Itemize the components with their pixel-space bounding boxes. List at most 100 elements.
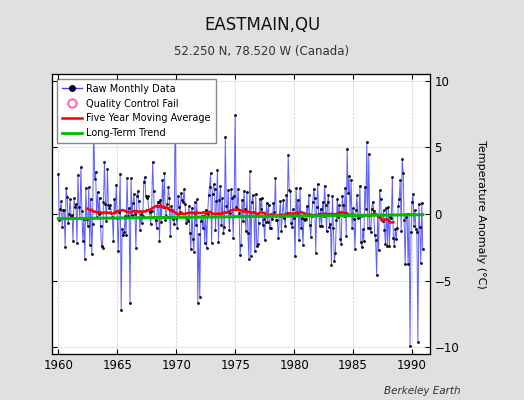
Point <box>418 200 426 206</box>
Point <box>289 206 297 212</box>
Point <box>171 100 179 106</box>
Point <box>322 228 331 234</box>
Point <box>131 211 139 217</box>
Point <box>318 223 326 229</box>
Point <box>66 196 74 202</box>
Point <box>81 256 89 262</box>
Point <box>311 195 319 201</box>
Point <box>419 246 427 252</box>
Point <box>230 193 238 199</box>
Point <box>120 229 128 236</box>
Point <box>303 203 311 209</box>
Point <box>147 208 156 214</box>
Point <box>255 220 263 226</box>
Point <box>299 242 307 248</box>
Point <box>156 196 165 203</box>
Point <box>314 211 323 217</box>
Point <box>309 199 317 205</box>
Point <box>359 238 368 244</box>
Point <box>91 176 99 182</box>
Point <box>239 218 247 224</box>
Point <box>381 241 390 247</box>
Point <box>124 213 132 219</box>
Point <box>417 259 425 266</box>
Point <box>224 186 233 193</box>
Point <box>329 225 337 231</box>
Point <box>324 192 333 198</box>
Point <box>395 196 403 202</box>
Point <box>90 114 98 120</box>
Point <box>361 184 369 190</box>
Point <box>129 200 137 206</box>
Point <box>295 237 303 244</box>
Point <box>58 224 67 230</box>
Point <box>71 204 79 210</box>
Point <box>301 217 309 224</box>
Point <box>189 235 197 242</box>
Point <box>187 246 195 252</box>
Point <box>256 195 264 202</box>
Point <box>184 218 192 224</box>
Point <box>148 158 157 165</box>
Point <box>168 206 177 213</box>
Point <box>236 252 244 258</box>
Point <box>117 307 125 313</box>
Point <box>294 196 302 203</box>
Point <box>107 210 116 216</box>
Point <box>272 217 281 223</box>
Point <box>106 202 115 208</box>
Point <box>359 226 367 232</box>
Point <box>103 166 112 172</box>
Point <box>274 234 282 241</box>
Point <box>62 185 70 192</box>
Point <box>348 225 356 231</box>
Point <box>237 241 245 248</box>
Point <box>260 236 269 243</box>
Point <box>167 203 176 209</box>
Point <box>246 168 254 174</box>
Point <box>69 238 77 244</box>
Point <box>164 184 172 191</box>
Point <box>229 235 237 242</box>
Point <box>114 248 123 254</box>
Point <box>390 242 399 249</box>
Point <box>414 339 422 345</box>
Point <box>261 219 270 225</box>
Point <box>296 185 304 191</box>
Point <box>310 186 318 192</box>
Point <box>177 190 185 196</box>
Point <box>247 253 255 259</box>
Point <box>78 208 86 214</box>
Point <box>249 209 258 215</box>
Point <box>100 159 108 165</box>
Point <box>231 112 239 118</box>
Point <box>369 208 378 214</box>
Point <box>211 227 220 233</box>
Point <box>413 229 421 235</box>
Point <box>143 195 151 202</box>
Point <box>290 215 298 221</box>
Point <box>123 175 131 181</box>
Point <box>293 212 301 218</box>
Point <box>65 210 73 217</box>
Point <box>218 194 226 201</box>
Point <box>85 242 94 248</box>
Point <box>275 212 283 218</box>
Point <box>227 186 235 193</box>
Point <box>149 188 158 195</box>
Point <box>370 232 379 238</box>
Point <box>212 198 221 204</box>
Point <box>320 212 328 219</box>
Point <box>353 192 361 199</box>
Point <box>337 241 345 247</box>
Point <box>298 214 306 221</box>
Point <box>119 232 127 239</box>
Point <box>354 215 362 222</box>
Point <box>137 211 145 217</box>
Point <box>178 196 187 203</box>
Point <box>170 221 179 227</box>
Point <box>241 206 249 213</box>
Point <box>297 225 305 231</box>
Point <box>332 217 341 223</box>
Point <box>222 203 231 209</box>
